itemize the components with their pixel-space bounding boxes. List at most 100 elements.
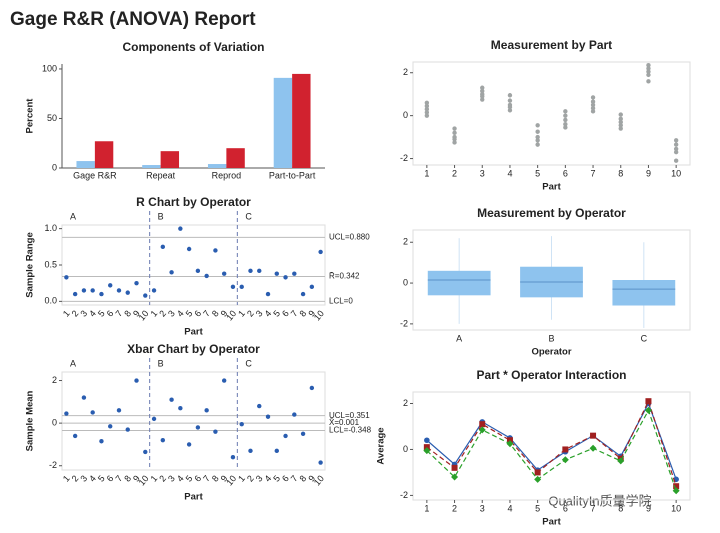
series-line: [426, 408, 677, 492]
bar: [94, 141, 114, 168]
x-tick-label: 8: [618, 503, 623, 513]
marker: [617, 457, 625, 465]
x-tick-label: 5: [184, 308, 195, 318]
x-tick-label: 3: [166, 473, 177, 483]
bar: [273, 77, 293, 168]
x-tick-label: 5: [96, 473, 107, 483]
point: [221, 271, 227, 276]
x-tick-label: 6: [280, 473, 291, 483]
point: [90, 288, 95, 293]
point: [673, 142, 679, 147]
x-tick-label: 2: [70, 473, 81, 483]
point: [424, 100, 430, 105]
x-tick-label: 6: [192, 473, 203, 483]
x-tick-label: 4: [507, 168, 512, 178]
point: [274, 271, 279, 276]
x-tick-label: 5: [271, 308, 282, 318]
y-tick-label: 2: [52, 375, 57, 385]
x-tick-label: A: [456, 333, 462, 343]
series-line: [426, 399, 677, 487]
x-tick-label: 7: [201, 473, 212, 483]
x-tick-label: 1: [236, 473, 247, 483]
x-tick-label: B: [548, 333, 554, 343]
bar: [142, 165, 161, 168]
point: [195, 425, 201, 430]
point: [134, 280, 139, 286]
x-tick-label: 2: [157, 308, 168, 318]
plot-frame: [412, 391, 691, 501]
control-label: R̄=0.342: [329, 272, 360, 281]
x-tick-label: 2: [157, 473, 168, 483]
x-tick-label: 2: [70, 308, 81, 318]
control-label: LCL=0: [329, 296, 353, 305]
y-tick-label: 2: [403, 398, 408, 408]
x-tick-label: 9: [646, 503, 651, 513]
x-tick-label: 8: [210, 308, 221, 318]
x-tick-label: 7: [289, 473, 300, 483]
point: [116, 408, 122, 413]
point: [618, 112, 623, 117]
point: [221, 378, 227, 383]
x-axis-label: Part: [542, 182, 561, 193]
point: [646, 72, 651, 78]
point: [64, 275, 69, 280]
x-tick-label: 7: [591, 168, 596, 178]
marker: [672, 487, 680, 495]
chart-title: Measurement by Operator: [477, 206, 626, 220]
x-tick-label: 6: [280, 308, 291, 318]
x-tick-label: 10: [137, 473, 151, 487]
x-tick-label: 4: [87, 473, 98, 483]
marker: [534, 469, 541, 476]
marker: [506, 440, 514, 448]
point: [99, 439, 104, 444]
point: [151, 416, 157, 422]
x-tick-label: 7: [591, 503, 596, 513]
point: [563, 122, 568, 127]
marker: [644, 406, 652, 414]
bar: [160, 151, 180, 168]
point: [257, 268, 262, 274]
x-tick-label: C: [641, 333, 648, 343]
marker: [424, 437, 430, 444]
point: [452, 126, 457, 131]
point: [169, 397, 174, 402]
point: [424, 103, 430, 109]
panel-label: A: [70, 211, 76, 221]
point: [618, 119, 623, 125]
point: [204, 273, 209, 279]
point: [213, 429, 218, 434]
marker: [534, 475, 542, 483]
x-tick-label: Gage R&R: [73, 170, 117, 180]
x-tick-label: 1: [149, 308, 160, 318]
marker: [562, 446, 569, 453]
x-tick-label: 2: [245, 473, 256, 483]
x-tick-label: 4: [175, 473, 186, 483]
point: [673, 146, 679, 152]
control-label: UCL=0.880: [329, 232, 370, 241]
point: [239, 421, 244, 427]
x-tick-label: 4: [262, 308, 273, 318]
point: [590, 109, 596, 114]
x-tick-label: 4: [507, 503, 512, 513]
x-axis-label: Part: [542, 517, 561, 528]
marker: [423, 447, 431, 455]
point: [72, 433, 78, 439]
marker: [589, 444, 597, 452]
x-tick-label: 3: [78, 473, 89, 483]
point: [151, 288, 157, 293]
point: [204, 408, 209, 413]
point: [300, 291, 306, 297]
point: [309, 385, 315, 391]
point: [265, 414, 271, 419]
x-tick-label: 9: [219, 308, 230, 318]
x-tick-label: 1: [236, 308, 247, 318]
point: [230, 455, 236, 460]
x-tick-label: 9: [131, 308, 142, 318]
y-tick-label: -2: [49, 460, 57, 470]
point: [283, 433, 288, 439]
point: [125, 290, 130, 295]
x-tick-label: 8: [122, 473, 133, 483]
x-tick-label: 1: [424, 503, 429, 513]
point: [535, 134, 540, 140]
